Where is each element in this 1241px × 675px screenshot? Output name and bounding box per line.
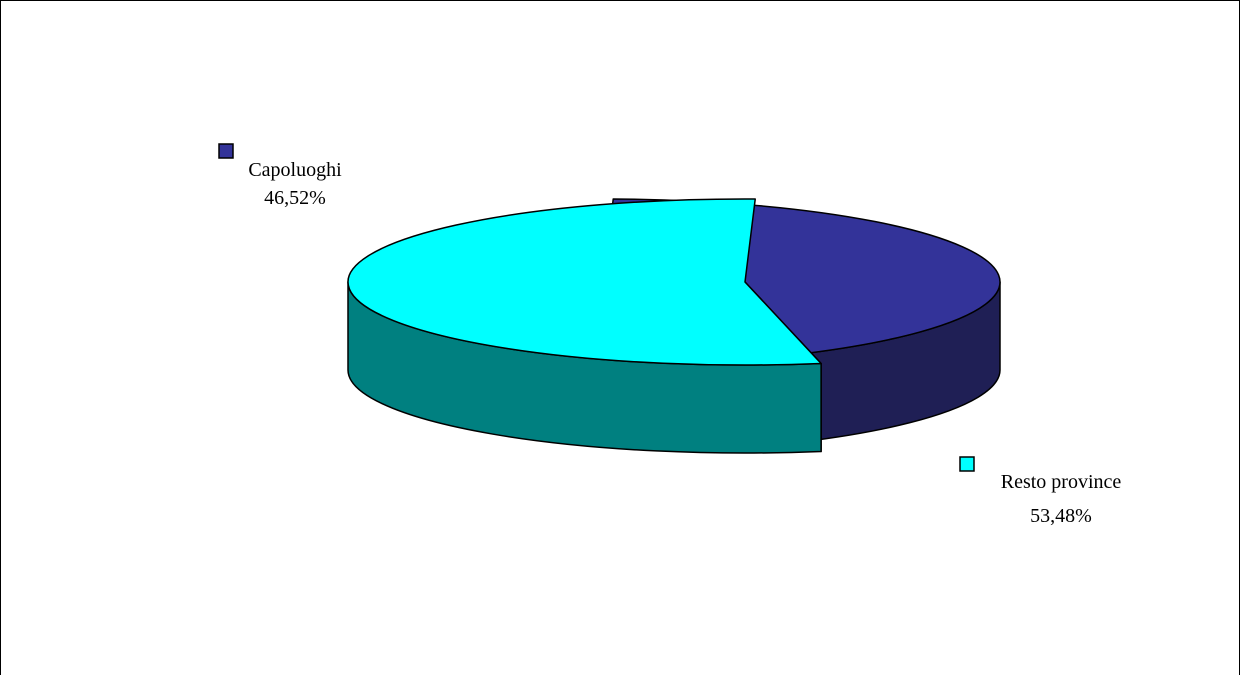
resto-province-label: Resto province	[1001, 471, 1122, 493]
capoluoghi-color-key	[218, 143, 234, 159]
resto-province-slice	[347, 198, 822, 454]
capoluoghi-label: Capoluoghi	[248, 159, 342, 181]
resto-province-color-key	[959, 456, 975, 472]
capoluoghi-percent: 46,52%	[264, 187, 326, 209]
resto-province-slice-top-face	[347, 198, 822, 366]
resto-province-label-group: Resto province 53,48%	[959, 456, 1122, 527]
resto-province-percent: 53,48%	[1030, 505, 1092, 527]
pie-slices	[347, 198, 1001, 454]
capoluoghi-label-group: Capoluoghi 46,52%	[218, 143, 342, 209]
slice-labels: Capoluoghi 46,52% Resto province 53,48%	[218, 143, 1122, 527]
